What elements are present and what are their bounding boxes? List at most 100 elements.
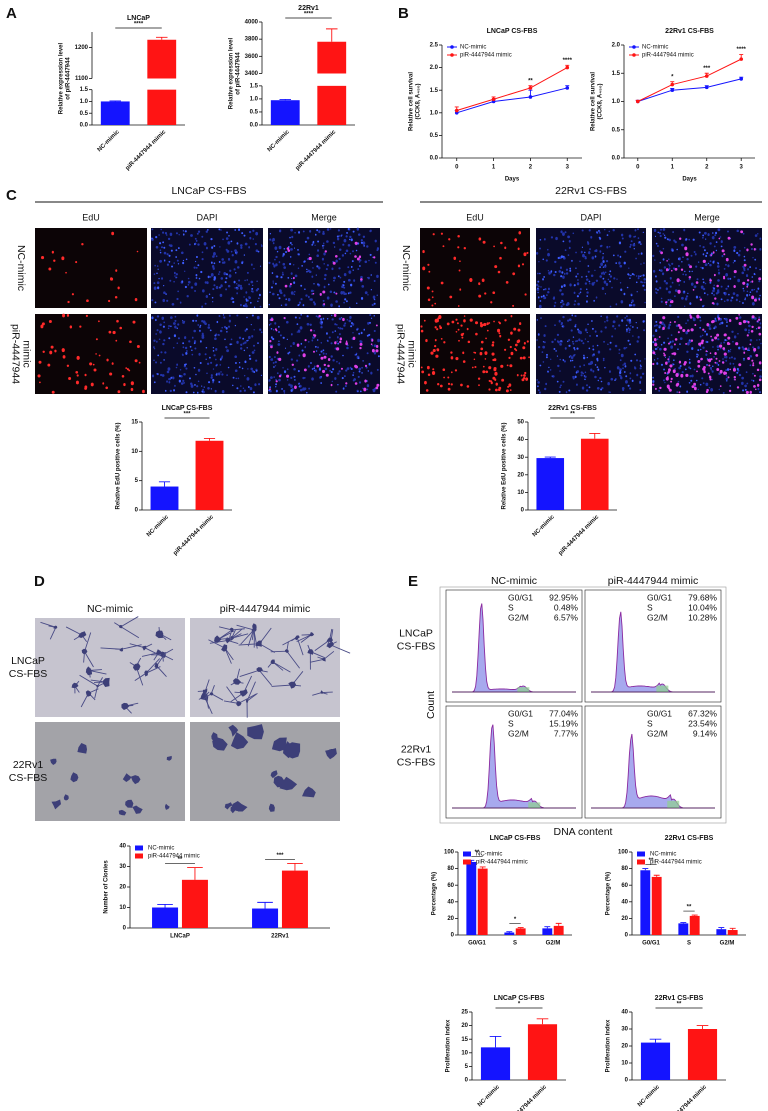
row-label: piR-4447944 bbox=[10, 324, 22, 384]
legend-marker bbox=[632, 45, 636, 49]
row-label: mimic bbox=[406, 340, 418, 367]
bar bbox=[270, 100, 300, 125]
phase-value: 7.77% bbox=[554, 728, 579, 738]
cell-process bbox=[202, 685, 224, 701]
column-label: EdU bbox=[82, 212, 100, 222]
x-tick-label: 22Rv1 bbox=[271, 934, 289, 940]
phase-value: 67.32% bbox=[688, 708, 717, 718]
bar bbox=[651, 876, 662, 935]
cell-dots bbox=[268, 313, 380, 394]
y-axis-label: Number of Clonies bbox=[104, 860, 110, 914]
colony bbox=[284, 649, 289, 653]
x-tick-label: 1 bbox=[671, 165, 675, 171]
y-axis-label: Proliferation index bbox=[606, 1019, 612, 1072]
y-tick-label: 0 bbox=[625, 933, 629, 939]
y-axis-label: (CCK8, A₄₅₀) bbox=[598, 83, 604, 119]
y-tick-label: 0.0 bbox=[430, 156, 439, 162]
bar bbox=[580, 438, 609, 510]
y-tick-label: 0 bbox=[135, 508, 139, 514]
legend-marker bbox=[632, 53, 636, 57]
colony bbox=[81, 648, 88, 655]
colony bbox=[320, 690, 323, 694]
y-axis-label: Relative expression level bbox=[229, 37, 235, 109]
y-tick-label: 80 bbox=[621, 866, 628, 872]
x-tick-label: G0/G1 bbox=[468, 941, 486, 947]
column-label: piR-4447944 mimic bbox=[608, 575, 698, 587]
column-label: Merge bbox=[694, 212, 720, 222]
colony bbox=[232, 801, 248, 812]
colony bbox=[154, 662, 159, 669]
y-tick-label: 0.0 bbox=[250, 123, 259, 129]
colony bbox=[228, 724, 239, 737]
colony bbox=[85, 666, 93, 676]
colony bbox=[209, 692, 214, 696]
y-tick-label: 10 bbox=[131, 449, 138, 455]
x-tick-label: piR-4447944 mimic bbox=[173, 514, 216, 557]
y-tick-label: 0 bbox=[625, 1078, 629, 1084]
y-tick-label: 1200 bbox=[75, 45, 89, 51]
chart-title: LNCaP CS-FBS bbox=[162, 405, 213, 412]
x-axis-label: Days bbox=[505, 177, 520, 183]
y-tick-label: 40 bbox=[517, 437, 524, 443]
legend-label: NC-mimic bbox=[148, 846, 174, 852]
phase-value: 15.19% bbox=[549, 718, 578, 728]
error-bar bbox=[203, 437, 216, 441]
x-tick-label: 0 bbox=[636, 165, 640, 171]
flow-frame bbox=[439, 586, 727, 824]
phase-label: G2/M bbox=[647, 728, 668, 738]
chart-title: LNCaP CS-FBS bbox=[487, 28, 538, 35]
y-tick-label: 20 bbox=[621, 1044, 628, 1050]
error-bar bbox=[279, 98, 292, 101]
panel-label: B bbox=[398, 5, 409, 22]
colony bbox=[122, 773, 132, 782]
micrograph bbox=[536, 228, 646, 309]
colony bbox=[155, 630, 164, 639]
colony bbox=[256, 667, 263, 672]
x-tick-label: 0 bbox=[455, 165, 459, 171]
legend-marker bbox=[450, 53, 454, 57]
bar bbox=[152, 907, 179, 928]
y-tick-label: 1.0 bbox=[80, 99, 89, 105]
row-label: LNCaP bbox=[11, 655, 45, 667]
bar bbox=[281, 870, 308, 928]
bar bbox=[640, 870, 651, 935]
flow-histogram bbox=[445, 589, 583, 703]
colony bbox=[288, 681, 297, 689]
error-bar bbox=[691, 914, 698, 916]
chart-title: 22Rv1 CS-FBS bbox=[665, 28, 714, 35]
significance: **** bbox=[304, 12, 314, 18]
phase-value: 77.04% bbox=[549, 708, 578, 718]
y-tick-label: 0 bbox=[521, 508, 525, 514]
error-bar bbox=[479, 866, 486, 869]
error-bar bbox=[696, 1025, 709, 1029]
phase-label: G0/G1 bbox=[647, 708, 672, 718]
error-bar bbox=[517, 927, 524, 929]
micrograph-bg bbox=[420, 314, 530, 394]
x-tick-label: NC-mimic bbox=[532, 514, 557, 539]
point bbox=[670, 82, 675, 87]
micrograph-bg bbox=[420, 228, 530, 308]
column-label: DAPI bbox=[196, 212, 217, 222]
x-tick-label: NC-mimic bbox=[477, 1084, 502, 1109]
chart-title: LNCaP CS-FBS bbox=[490, 835, 541, 842]
x-tick-label: LNCaP bbox=[170, 934, 190, 940]
x-tick-label: NC-mimic bbox=[637, 1084, 662, 1109]
phase-value: 23.54% bbox=[688, 718, 717, 728]
y-axis-label: (CCK8, A₄₅₀) bbox=[416, 83, 422, 119]
point bbox=[565, 86, 570, 90]
legend-label: piR-4447944 mimic bbox=[650, 860, 702, 866]
bar bbox=[640, 1042, 671, 1080]
cell-dots bbox=[268, 227, 380, 307]
y-tick-label: 2.0 bbox=[612, 43, 621, 49]
colony bbox=[130, 775, 141, 785]
significance: **** bbox=[134, 22, 144, 28]
legend-label: NC-mimic bbox=[650, 852, 676, 858]
micrograph bbox=[652, 228, 762, 308]
y-tick-label: 3600 bbox=[245, 54, 259, 60]
x-tick-label: S bbox=[687, 941, 691, 947]
colony bbox=[326, 637, 333, 643]
colony bbox=[247, 724, 264, 740]
colony bbox=[294, 635, 300, 641]
y-axis-label: Relative expression level bbox=[59, 42, 65, 114]
